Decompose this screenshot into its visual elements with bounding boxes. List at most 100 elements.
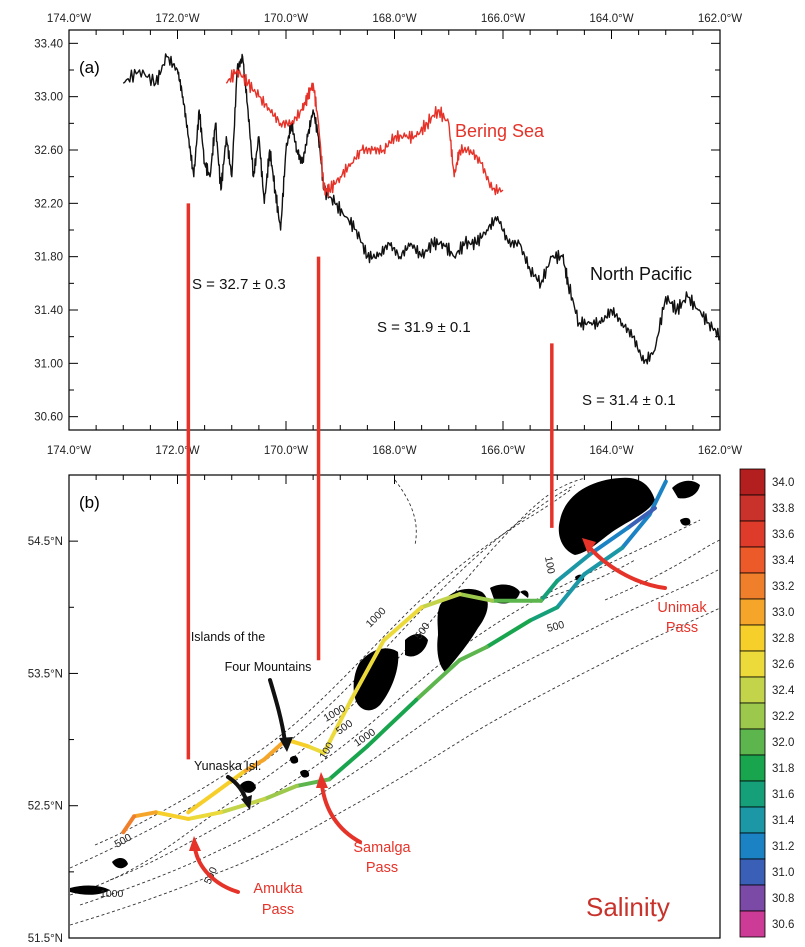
colorbar-swatch [739,806,766,834]
colorbar-swatch [739,702,766,730]
track-segment-south [414,658,462,702]
contour-label-1000-d: 1000 [100,888,124,900]
colorbar-label: 31.8 [772,763,794,775]
a-bottom-tick-label: 166.0°W [481,445,525,457]
a-bottom-tick-label: 174.0°W [47,445,91,457]
amukta-pass-arrow [193,846,240,894]
a-top-tick-label: 162.0°W [698,13,742,25]
colorbar-label: 32.4 [772,685,795,697]
colorbar-swatch [739,832,766,860]
track-segment-south [121,814,137,835]
umnak-south [405,634,428,657]
cross-panel-divider-lines [186,203,554,760]
colorbar-swatch [739,910,766,938]
colorbar-swatch [739,598,766,626]
a-bottom-tick-label: 164.0°W [589,445,633,457]
a-y-tick-label: 33.40 [34,38,63,50]
a-y-tick-label: 32.20 [34,198,63,210]
track-segment-south [186,810,223,821]
track-segment-south [484,618,533,649]
colorbar-label: 33.4 [772,555,795,567]
a-y-tick-label: 30.60 [34,412,63,424]
atka-island [70,885,110,895]
salinity-title: Salinity [586,892,670,922]
colorbar-label: 33.6 [772,529,794,541]
small-island-e1 [680,517,691,526]
a-bottom-tick-label: 168.0°W [372,445,416,457]
track-segment-south [262,783,299,802]
track-segment-north [381,605,424,643]
colorbar-swatch [739,546,766,574]
contour-east-loop [604,539,720,601]
colorbar-swatch [739,858,766,886]
colorbar-label: 31.4 [772,815,795,827]
four-mountains-1 [300,769,310,778]
a-top-tick-label: 172.0°W [155,13,199,25]
panel-a-top-axis: 174.0°W 172.0°W 170.0°W 168.0°W 166.0°W 164.0… [47,13,742,39]
colorbar-swatch [739,572,766,600]
series-line-bering-sea [225,68,504,198]
west-umnak [353,648,399,711]
colorbar-swatch [739,728,766,756]
yunaska-arrowhead [241,795,252,810]
colorbar-label: 31.2 [772,841,794,853]
a-y-tick-label: 31.80 [34,252,63,264]
small-island-b [520,590,529,598]
panel-a-line-chart: 174.0°W 172.0°W 170.0°W 168.0°W 166.0°W 164.0… [34,13,742,457]
track-segment-south [327,744,370,782]
a-y-tick-label: 31.40 [34,305,63,317]
colorbar-swatch [739,884,766,912]
b-y-tick-label: 54.5°N [28,536,63,548]
panel-b-frame [68,474,721,939]
colorbar-swatch [739,780,766,808]
a-top-tick-label: 174.0°W [47,13,91,25]
islands-four-mountains-label-line1: Islands of the [191,630,265,644]
panel-a-label: (a) [79,58,100,77]
umnak-island [437,588,488,672]
colorbar-label: 32.6 [772,659,794,671]
unimak-pass-arrowhead [582,538,596,554]
colorbar-label: 33.8 [772,503,794,515]
track-segment-south [620,512,652,550]
unimak-pass-arrow [588,546,667,590]
amukta-pass-label-line1: Amukta [253,881,303,897]
yunaska-island [240,780,256,793]
track-segment-north [625,506,657,530]
track-segment-north [322,697,354,755]
unimak-pass-label-line2: Pass [666,620,698,636]
track-segment-north [555,552,592,583]
mean-salinity-middle: S = 31.9 ± 0.1 [377,319,471,336]
contour-label-100-a: 100 [542,555,557,574]
a-y-tick-label: 31.00 [34,358,63,370]
colorbar-label: 33.2 [772,581,794,593]
north-pacific-label: North Pacific [590,264,692,284]
colorbar-label: 30.6 [772,919,794,931]
unimak-pass-label-line1: Unimak [657,600,707,616]
colorbar-label: 32.2 [772,711,794,723]
contour-ridge-2 [394,479,417,546]
track-segment-north [213,770,245,795]
track-segment-south [555,572,587,610]
samalga-pass-arrowhead [316,772,328,788]
unimak-island [558,477,655,555]
akutan-island [672,480,700,499]
yunaska-label: Yunaska Isl. [194,759,261,773]
a-y-tick-label: 32.60 [34,145,63,157]
colorbar-label: 30.8 [772,893,794,905]
bering-sea-label: Bering Sea [455,121,545,141]
a-top-tick-label: 168.0°W [372,13,416,25]
amlia-west [112,858,128,869]
track-segment-south [132,810,158,819]
samalga-pass-label-line1: Samalga [353,840,411,856]
colorbar-swatch [739,676,766,704]
mean-salinity-east: S = 31.4 ± 0.1 [582,392,676,409]
colorbar-label: 32.0 [772,737,794,749]
track-segment-north [587,525,630,557]
contour-500-north [69,484,576,869]
a-bottom-tick-label: 162.0°W [698,445,742,457]
panel-b-label: (b) [79,493,100,512]
colorbar-swatch [739,624,766,652]
track-segment-north [186,790,218,815]
a-top-tick-label: 164.0°W [589,13,633,25]
colorbar-label: 31.0 [772,867,794,879]
